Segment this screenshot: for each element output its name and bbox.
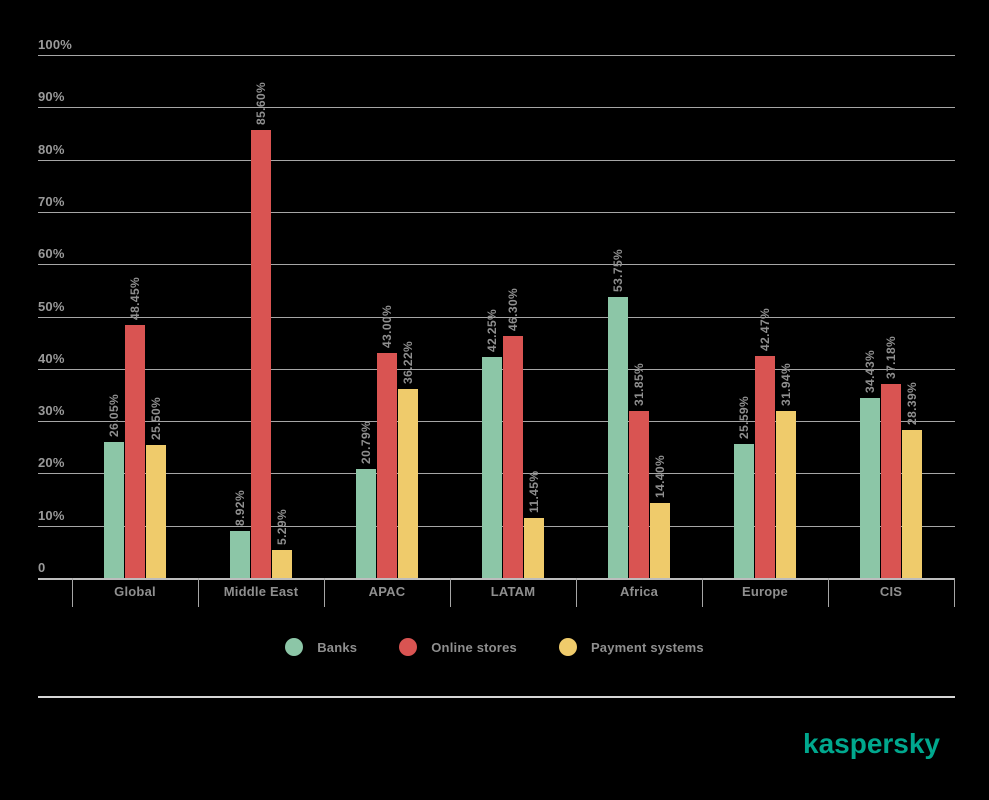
bar-value-label: 42.47% [758, 307, 772, 351]
bar-payment-systems [398, 388, 418, 578]
x-axis-category-label: Europe [742, 584, 788, 599]
bar-online-stores [503, 335, 523, 578]
bar-value-label: 43.00% [380, 305, 394, 349]
legend-swatch-icon [558, 638, 577, 656]
y-axis-tick-label: 20% [38, 455, 65, 471]
bar-payment-systems [650, 502, 670, 578]
x-axis-line [38, 578, 955, 580]
legend-label: Payment systems [590, 639, 704, 655]
y-axis-tick-label: 10% [38, 507, 65, 523]
y-axis-tick-label: 0 [38, 560, 46, 575]
x-axis-category-label: Africa [619, 584, 659, 599]
bar-payment-systems [524, 518, 544, 578]
bar-banks [104, 441, 124, 578]
y-axis-tick-label: 60% [38, 246, 65, 262]
legend-item: Banks [285, 638, 357, 656]
x-axis-category-label: LATAM [490, 584, 536, 599]
gridline [38, 211, 955, 213]
bar-banks [482, 357, 502, 578]
bar-value-label: 31.94% [779, 362, 793, 406]
x-axis-tick [450, 578, 451, 607]
x-axis-tick [702, 578, 703, 607]
bar-banks [230, 531, 250, 578]
gridline [38, 107, 955, 109]
bar-value-label: 26.05% [107, 393, 121, 437]
x-axis-category-label: Global [114, 584, 156, 599]
gridline [38, 316, 955, 318]
bar-value-label: 36.22% [401, 340, 415, 384]
bar-value-label: 37.18% [884, 335, 898, 379]
bar-online-stores [125, 324, 145, 578]
bar-online-stores [629, 411, 649, 578]
x-axis-tick [828, 578, 829, 607]
bar-value-label: 14.40% [653, 454, 667, 498]
x-axis-category-label: Middle East [223, 584, 299, 599]
legend-label: Banks [317, 639, 358, 655]
bar-value-label: 85.60% [254, 82, 268, 126]
bar-online-stores [881, 383, 901, 578]
x-axis-tick [198, 578, 199, 607]
y-axis-tick-label: 40% [38, 350, 65, 366]
bar-value-label: 5.29% [275, 509, 289, 546]
legend-label: Online stores [431, 639, 517, 655]
legend-swatch-icon [399, 638, 418, 656]
gridline [38, 159, 955, 161]
y-axis-tick-label: 50% [38, 298, 65, 314]
bar-value-label: 28.39% [905, 381, 919, 425]
bar-value-label: 48.45% [128, 276, 142, 320]
bar-value-label: 11.45% [527, 470, 541, 514]
bar-payment-systems [272, 550, 292, 578]
bar-banks [734, 444, 754, 578]
bar-value-label: 34.43% [863, 349, 877, 393]
bar-online-stores [251, 130, 271, 578]
x-axis-tick [72, 578, 73, 607]
legend-item: Online stores [399, 638, 517, 656]
legend: Banks Online stores Payment systems [0, 636, 989, 658]
bar-value-label: 25.50% [149, 396, 163, 440]
gridline [38, 55, 955, 56]
bar-value-label: 42.25% [485, 308, 499, 353]
legend-swatch-icon [285, 638, 304, 656]
separator-line [38, 696, 955, 698]
y-axis-tick-label: 70% [38, 193, 65, 209]
x-axis-category-label: CIS [879, 584, 903, 599]
bar-value-label: 20.79% [359, 421, 373, 465]
x-axis-category-label: APAC [368, 584, 406, 599]
bar-payment-systems [146, 444, 166, 578]
kaspersky-logo: kaspersky [803, 728, 941, 759]
y-axis-tick-label: 80% [38, 141, 65, 157]
bar-value-label: 31.85% [632, 363, 646, 407]
bar-value-label: 46.30% [506, 287, 520, 331]
bar-banks [608, 296, 628, 578]
y-axis-tick-label: 100% [38, 37, 73, 52]
bar-payment-systems [902, 429, 922, 578]
y-axis-tick-label: 30% [38, 403, 65, 419]
bar-online-stores [755, 355, 775, 578]
bar-value-label: 53.75% [611, 248, 625, 292]
y-axis-tick-label: 90% [38, 89, 65, 105]
bar-payment-systems [776, 410, 796, 578]
bar-value-label: 8.92% [233, 490, 247, 527]
x-axis-tick [576, 578, 577, 607]
bar-value-label: 25.59% [737, 396, 751, 440]
gridline [38, 264, 955, 266]
bar-banks [860, 397, 880, 578]
legend-item: Payment systems [558, 638, 704, 656]
x-axis-tick [324, 578, 325, 607]
x-axis-tick [954, 578, 955, 607]
bar-online-stores [377, 353, 397, 578]
bar-banks [356, 469, 376, 578]
